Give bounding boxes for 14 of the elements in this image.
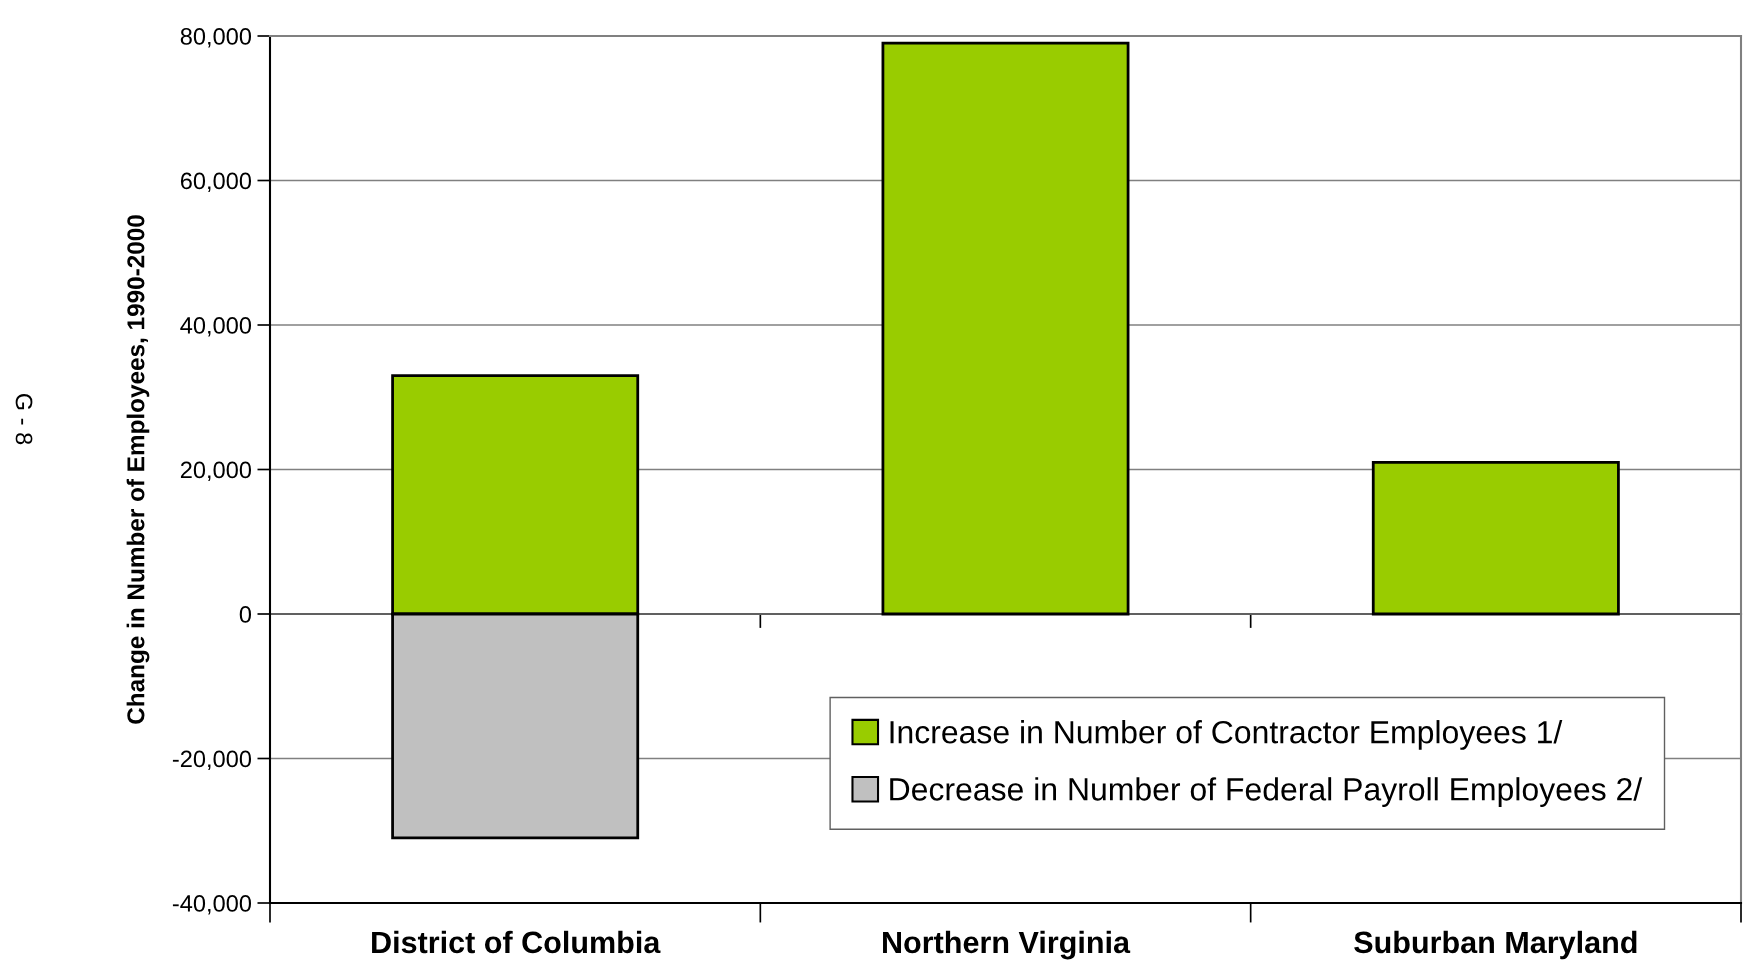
legend-label: Decrease in Number of Federal Payroll Employees 2/ — [890, 777, 1643, 807]
y-tick-label: 60,000 — [180, 172, 252, 193]
x-tick-label: Northern Virginia — [883, 930, 1131, 960]
y-tick-label: 20,000 — [180, 461, 252, 482]
y-tick-label: -20,000 — [172, 750, 252, 771]
y-tick-label: 0 — [239, 606, 252, 623]
y-tick-label: -40,000 — [172, 895, 252, 915]
x-tick-label: Suburban Maryland — [1354, 930, 1637, 960]
text: G - 8 — [15, 393, 33, 445]
y-tick-label: 40,000 — [180, 317, 252, 337]
x-tick-label: District of Columbia — [372, 930, 661, 954]
legend-label: Increase in Number of Contractor Employees 1/ — [890, 720, 1563, 750]
y-axis-title: Change in Number of Employees, 1990-2000 — [126, 215, 150, 724]
y-tick-label: 80,000 — [180, 28, 252, 48]
